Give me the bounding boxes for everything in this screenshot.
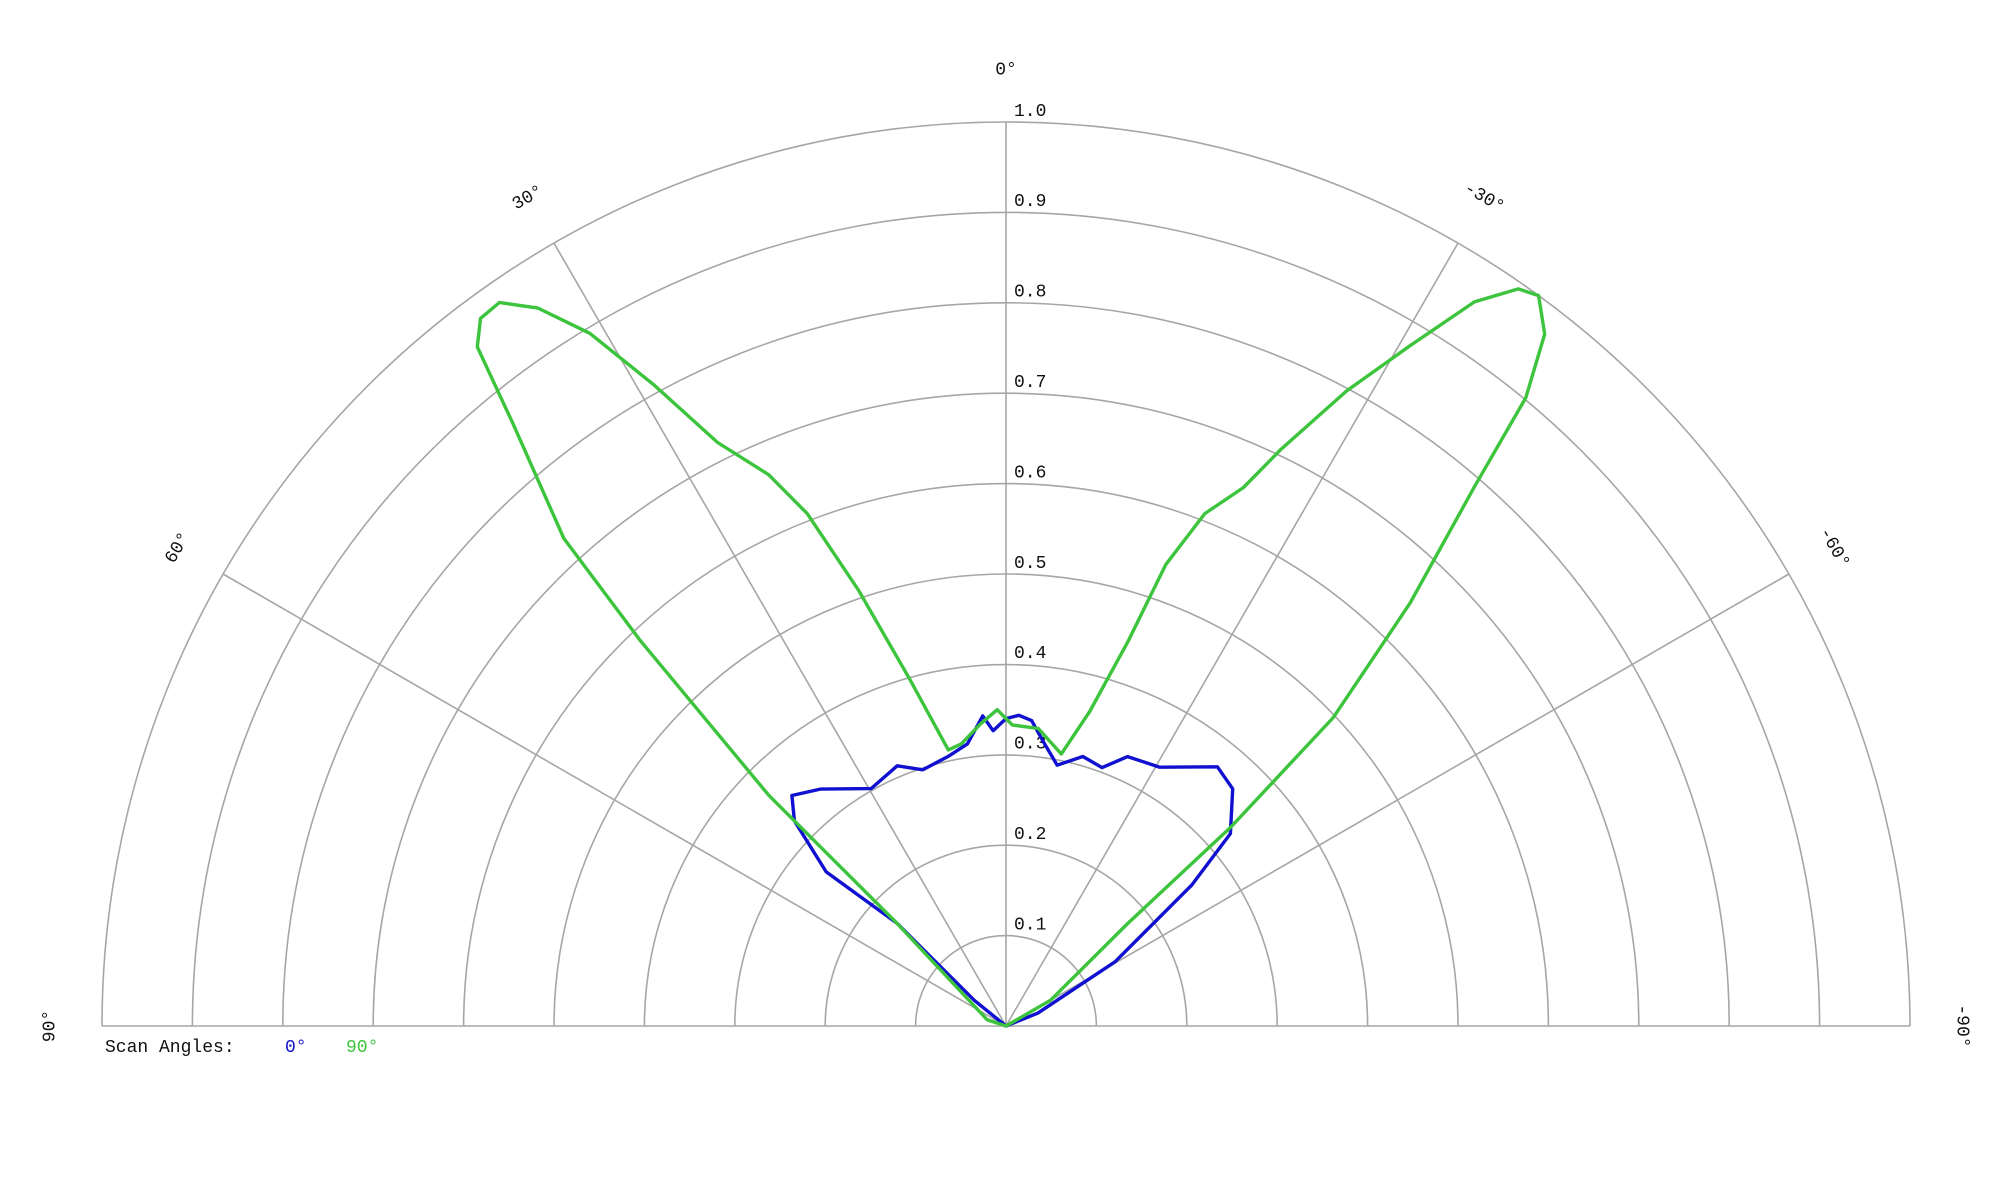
r-tick-label: 0.1 — [1014, 915, 1046, 935]
theta-tick-label: 90° — [40, 1010, 60, 1042]
theta-tick-label: 60° — [162, 529, 196, 567]
legend-title: Scan Angles: — [105, 1038, 235, 1058]
series-line — [475, 287, 1547, 1028]
series-line — [790, 713, 1235, 1028]
theta-tick-label: 0° — [995, 60, 1017, 80]
grid-spoke — [1005, 242, 1459, 1027]
grid-spoke — [222, 573, 1007, 1027]
r-tick-label: 0.3 — [1014, 735, 1046, 755]
theta-tick-label: 30° — [509, 182, 547, 216]
r-tick-label: 0.8 — [1014, 283, 1046, 303]
r-tick-label: 1.0 — [1014, 102, 1046, 122]
theta-tick-label: -30° — [1460, 179, 1507, 218]
grid-spoke — [1005, 573, 1790, 1027]
r-tick-label: 0.5 — [1014, 554, 1046, 574]
legend-entry: 90° — [346, 1038, 378, 1058]
r-tick-label: 0.7 — [1014, 373, 1046, 393]
r-tick-label: 0.6 — [1014, 463, 1046, 483]
r-tick-label: 0.9 — [1014, 192, 1046, 212]
grid-spoke — [553, 242, 1007, 1027]
r-tick-label: 0.2 — [1014, 825, 1046, 845]
r-tick-label: 0.4 — [1014, 644, 1046, 664]
theta-tick-label: -60° — [1814, 524, 1853, 571]
theta-tick-label: -90° — [1952, 1004, 1972, 1047]
legend-entry: 0° — [285, 1038, 307, 1058]
